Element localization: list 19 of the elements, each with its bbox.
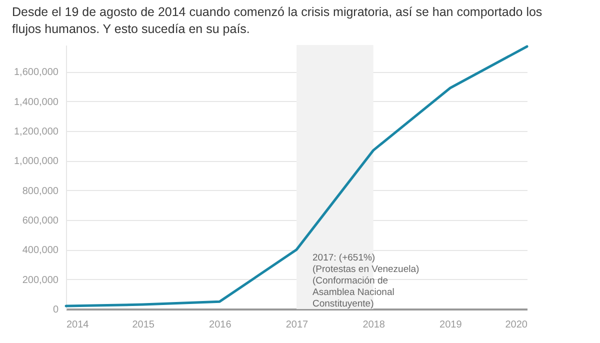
annotation: 2017: (+651%) (Protestas en Venezuela) (Conformación de Asamblea Nacional Constituyente) — [312, 252, 420, 310]
chart-title: Desde el 19 de agosto de 2014 cuando comenzó la crisis migratoria, así se han comportado los flujos humanos. Y esto sucedía en su país. — [12, 4, 544, 38]
x-tick-label: 2020 — [505, 320, 528, 330]
x-tick-label: 2017 — [286, 320, 309, 330]
x-tick-label: 2019 — [440, 320, 462, 330]
x-tick-label: 2015 — [132, 320, 155, 330]
y-tick-label: 800,000 — [22, 186, 59, 197]
y-tick-label: 600,000 — [22, 216, 59, 227]
y-tick-label: 400,000 — [22, 245, 59, 256]
y-tick-label: 200,000 — [22, 274, 59, 286]
y-tick-label: 1,600,000 — [14, 67, 59, 78]
y-tick-label: 1,000,000 — [14, 156, 59, 168]
line-series — [64, 45, 528, 308]
y-tick-label: 1,200,000 — [14, 126, 59, 138]
x-tick-label: 2014 — [66, 320, 90, 330]
y-tick-label: 1,400,000 — [14, 96, 59, 108]
x-tick-label: 2018 — [362, 320, 386, 330]
x-tick-label: 2016 — [209, 320, 232, 330]
y-tick-label: 0 — [52, 304, 59, 316]
